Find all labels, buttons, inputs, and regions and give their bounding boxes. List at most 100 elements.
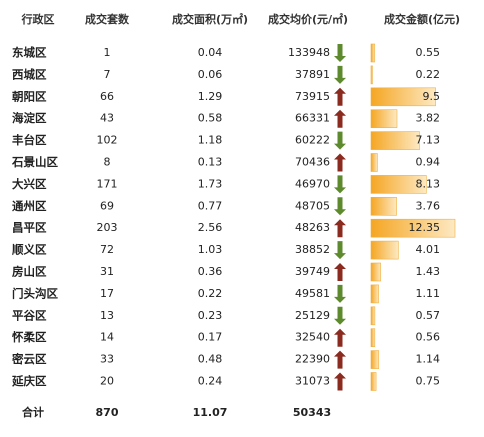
- amount: 0.22: [416, 68, 441, 81]
- amount-bar: [370, 87, 436, 107]
- deals: 72: [100, 243, 114, 256]
- area: 1.03: [198, 243, 223, 256]
- deals: 1: [104, 46, 111, 59]
- amount-bar: [370, 109, 398, 128]
- deals: 66: [100, 90, 114, 103]
- district: 朝阳区: [12, 89, 47, 103]
- area: 0.23: [198, 309, 223, 322]
- deals: 7: [104, 68, 111, 81]
- district: 东城区: [12, 46, 47, 60]
- area: 1.18: [198, 134, 223, 147]
- deals: 20: [100, 375, 114, 388]
- trend-arrow-down: [334, 197, 346, 216]
- district: 门头沟区: [12, 286, 58, 300]
- amount-bar: [370, 372, 377, 391]
- deals: 69: [100, 199, 114, 212]
- price: 32540: [295, 331, 330, 344]
- header-cell: 成交面积(万㎡): [172, 12, 248, 26]
- amount: 0.56: [416, 331, 441, 344]
- amount: 4.01: [416, 243, 441, 256]
- price: 49581: [295, 287, 330, 300]
- district: 顺义区: [12, 243, 47, 257]
- trend-arrow-down: [334, 284, 346, 303]
- deals: 14: [100, 331, 114, 344]
- district: 西城区: [12, 67, 47, 81]
- price: 37891: [295, 68, 330, 81]
- price: 48263: [295, 221, 330, 234]
- amount-bar: [370, 131, 420, 150]
- area: 0.22: [198, 287, 223, 300]
- district: 平谷区: [12, 308, 47, 322]
- trend-arrow-up: [334, 153, 346, 172]
- district: 密云区: [11, 352, 47, 366]
- trend-arrow-up: [334, 263, 346, 281]
- deals: 171: [97, 177, 118, 190]
- price: 133948: [288, 46, 330, 59]
- amount-bar: [370, 197, 397, 216]
- price: 73915: [295, 90, 330, 103]
- trend-arrow-up: [334, 219, 346, 238]
- header-cell: 行政区: [21, 12, 55, 26]
- deals: 17: [100, 287, 114, 300]
- amount: 0.57: [416, 309, 441, 322]
- amount: 0.94: [416, 156, 441, 169]
- amount: 8.13: [416, 177, 441, 190]
- deals: 43: [100, 112, 114, 125]
- amount-bar: [370, 262, 382, 282]
- trend-arrow-up: [334, 372, 346, 391]
- area: 1.73: [198, 177, 223, 190]
- amount: 9.5: [423, 90, 441, 103]
- district: 延庆区: [11, 374, 47, 388]
- trend-arrow-up: [334, 87, 346, 106]
- total-label: 合计: [22, 405, 44, 419]
- amount-bar: [370, 153, 378, 172]
- district: 大兴区: [12, 177, 47, 191]
- area: 2.56: [198, 221, 223, 234]
- amount: 3.82: [416, 112, 441, 125]
- trend-arrow-down: [334, 306, 346, 325]
- amount-bar: [370, 175, 427, 194]
- trend-arrow-down: [334, 131, 346, 150]
- district: 房山区: [12, 265, 47, 279]
- area: 1.29: [198, 90, 223, 103]
- price: 39749: [295, 265, 330, 278]
- area: 0.48: [198, 353, 223, 366]
- amount: 12.35: [409, 221, 441, 234]
- amount: 0.55: [416, 46, 441, 59]
- area: 0.36: [198, 265, 223, 278]
- district: 丰台区: [12, 133, 47, 147]
- area: 0.13: [198, 156, 223, 169]
- amount: 1.43: [416, 265, 441, 278]
- trend-arrow-up: [334, 350, 346, 369]
- deals: 203: [97, 221, 118, 234]
- price: 46970: [295, 177, 330, 190]
- amount-bar: [370, 43, 376, 63]
- amount-bar: [370, 65, 373, 85]
- district: 昌平区: [12, 221, 47, 235]
- amount: 0.75: [416, 375, 441, 388]
- amount-bar: [370, 306, 376, 326]
- price: 60222: [295, 134, 330, 147]
- deals: 8: [104, 156, 111, 169]
- price: 70436: [295, 156, 330, 169]
- trend-arrow-down: [334, 241, 346, 260]
- amount-bar: [370, 218, 456, 238]
- area: 0.58: [198, 112, 223, 125]
- amount-bar: [370, 240, 399, 260]
- price: 31073: [295, 375, 330, 388]
- amount-bar: [370, 328, 376, 348]
- district: 海淀区: [12, 111, 47, 125]
- trend-arrow-down: [334, 65, 346, 84]
- district: 通州区: [12, 199, 47, 213]
- amount: 3.76: [416, 199, 441, 212]
- amount-bar: [370, 350, 380, 369]
- trend-arrow-up: [334, 328, 346, 347]
- header-cell: 成交套数: [85, 12, 130, 26]
- trend-arrow-down: [334, 175, 346, 194]
- area: 0.77: [198, 199, 223, 212]
- area: 0.17: [198, 331, 223, 344]
- amount-bar: [370, 284, 379, 304]
- district: 怀柔区: [12, 330, 47, 344]
- price: 66331: [295, 112, 330, 125]
